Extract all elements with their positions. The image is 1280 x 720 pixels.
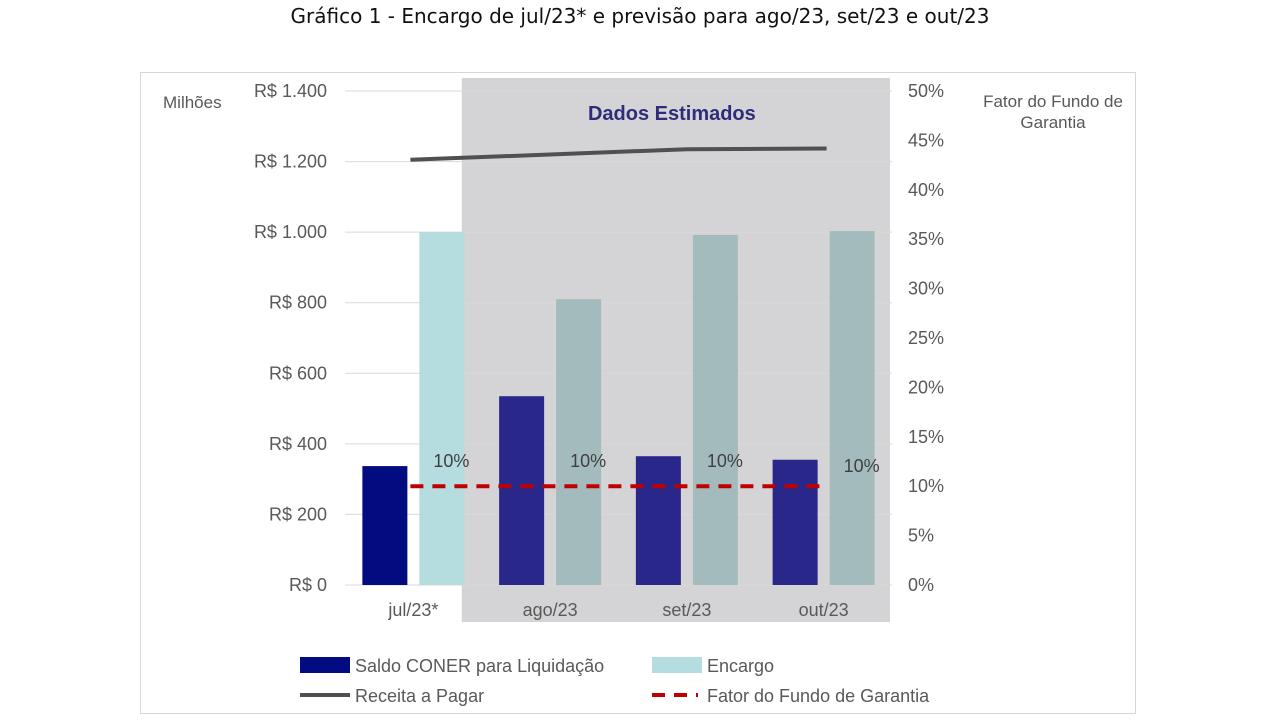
y-tick-label: R$ 600 bbox=[269, 363, 327, 383]
y2-tick-label: 25% bbox=[908, 328, 944, 348]
chart-frame bbox=[140, 72, 1136, 714]
y2-tick-label: 5% bbox=[908, 526, 934, 546]
estimated-region-label: Dados Estimados bbox=[588, 103, 756, 125]
bar-encargo bbox=[556, 299, 602, 585]
legend-item: Fator do Fundo de Garantia bbox=[652, 686, 930, 706]
y2-tick-label: 40% bbox=[908, 180, 944, 200]
x-tick-label: out/23 bbox=[799, 600, 849, 620]
legend-item: Saldo CONER para Liquidação bbox=[300, 656, 604, 676]
y2-tick-label: 10% bbox=[908, 476, 944, 496]
bar-saldo-coner bbox=[362, 466, 408, 585]
x-tick-label: set/23 bbox=[662, 600, 711, 620]
y2-tick-label: 30% bbox=[908, 279, 944, 299]
y-tick-label: R$ 800 bbox=[269, 293, 327, 313]
data-label: 10% bbox=[707, 451, 743, 471]
y-tick-label: R$ 400 bbox=[269, 434, 327, 454]
y-tick-label: R$ 1.200 bbox=[254, 152, 327, 172]
legend-label: Fator do Fundo de Garantia bbox=[707, 686, 930, 706]
y-tick-label: R$ 1.000 bbox=[254, 222, 327, 242]
bar-encargo bbox=[829, 231, 875, 585]
data-label: 10% bbox=[433, 451, 469, 471]
legend-label: Encargo bbox=[707, 656, 774, 676]
y2-axis-title: Fator do Fundo de Garantia bbox=[983, 92, 1123, 132]
bar-saldo-coner bbox=[772, 459, 818, 585]
y-tick-label: R$ 0 bbox=[289, 575, 327, 595]
x-tick-label: ago/23 bbox=[523, 600, 578, 620]
y2-tick-label: 50% bbox=[908, 81, 944, 101]
bar-saldo-coner bbox=[499, 396, 545, 585]
page-title: Gráfico 1 - Encargo de jul/23* e previsã… bbox=[290, 4, 990, 28]
x-tick-label: jul/23* bbox=[387, 600, 438, 620]
bar-saldo-coner bbox=[635, 456, 681, 585]
legend-swatch bbox=[652, 657, 702, 673]
bar-encargo bbox=[419, 232, 465, 585]
y-axis-title: Milhões bbox=[163, 93, 222, 112]
legend-swatch bbox=[300, 657, 350, 673]
y2-tick-label: 15% bbox=[908, 427, 944, 447]
bar-encargo bbox=[692, 234, 738, 586]
line-receita-a-pagar bbox=[410, 146, 827, 162]
legend-label: Receita a Pagar bbox=[355, 686, 484, 706]
y2-tick-label: 35% bbox=[908, 229, 944, 249]
y2-tick-label: 20% bbox=[908, 377, 944, 397]
y2-tick-label: 0% bbox=[908, 575, 934, 595]
data-label: 10% bbox=[570, 451, 606, 471]
legend-label: Saldo CONER para Liquidação bbox=[355, 656, 604, 676]
legend-item: Encargo bbox=[652, 656, 774, 676]
y2-tick-label: 45% bbox=[908, 130, 944, 150]
legend-item: Receita a Pagar bbox=[300, 686, 484, 706]
data-label: 10% bbox=[844, 456, 880, 476]
y-tick-label: R$ 1.400 bbox=[254, 81, 327, 101]
y-tick-label: R$ 200 bbox=[269, 504, 327, 524]
